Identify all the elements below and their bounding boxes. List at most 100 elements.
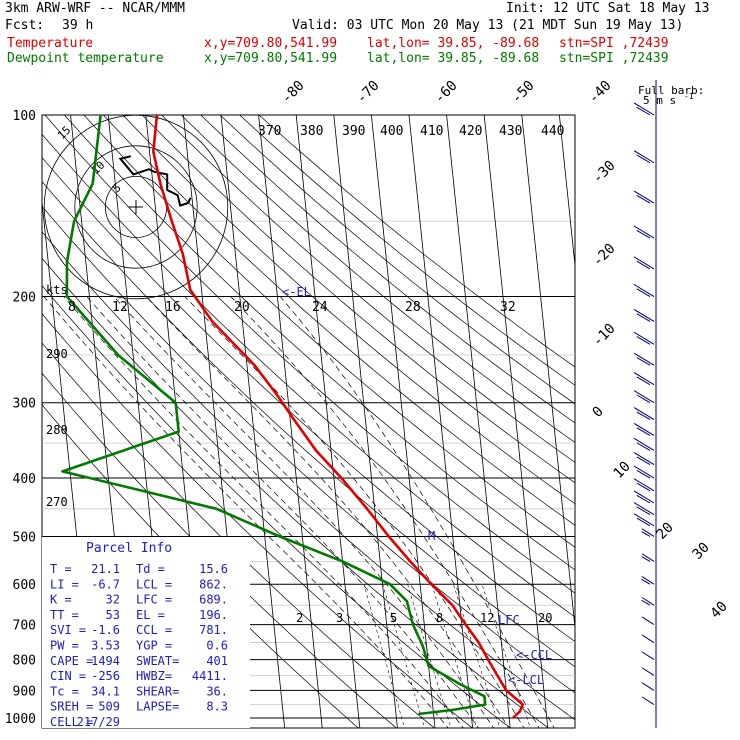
- dewpoint-legend-xy: x,y=709.80,541.99: [204, 51, 338, 66]
- dry-adiabat: [102, 115, 575, 526]
- wind-barb: [633, 102, 655, 116]
- mixing-ratio-label: 12: [480, 611, 494, 625]
- hodograph-speed-label: 16: [165, 300, 181, 315]
- wind-barb-flag: [633, 490, 655, 504]
- wind-barb-flag: [633, 372, 655, 386]
- wind-barb-flag: [633, 407, 655, 421]
- parcel-info-cell: Tc =: [50, 684, 79, 698]
- isotherm-label: 10: [611, 459, 634, 482]
- wind-barb-flag: [636, 469, 651, 479]
- parcel-info-cell: 32: [106, 593, 120, 607]
- wind-barb-flag: [633, 437, 655, 451]
- el-marker: <-EL: [282, 285, 311, 299]
- wind-barb: [633, 390, 655, 404]
- temperature-legend-latlon: lat,lon= 39.85, -89.68: [367, 36, 540, 51]
- isotherm-line: [521, 115, 575, 632]
- wind-barb-flag: [633, 190, 655, 204]
- lfc-marker: LFC: [498, 613, 520, 627]
- wind-barb-flag: [636, 229, 651, 239]
- dry-adiabat-label: 290: [46, 347, 68, 361]
- parcel-info-cell: SREH =: [50, 700, 93, 714]
- pressure-tick-label: 900: [13, 684, 36, 699]
- wind-barb-flag: [633, 422, 655, 436]
- isotherm-line: [220, 115, 286, 728]
- parcel-info-cell: LCL =: [136, 577, 172, 591]
- wind-barb-flag: [633, 283, 655, 297]
- wind-barb: [633, 331, 655, 345]
- parcel-info-cell: 217/29: [77, 715, 120, 729]
- theta-label: 400: [380, 124, 403, 139]
- parcel-info-cell: PW =: [50, 639, 79, 653]
- isotherm-label: 20: [654, 520, 677, 543]
- wind-barb-flag: [633, 502, 655, 516]
- moist-adiabat: [86, 296, 479, 728]
- parcel-info-cell: LAPSE=: [136, 700, 179, 714]
- pressure-tick-label: 100: [13, 109, 36, 124]
- barb-legend-unit: 5 m s: [643, 94, 676, 107]
- hodograph-kts-label: kts: [46, 283, 68, 297]
- wind-barb: [641, 651, 655, 660]
- wind-barb-flag: [641, 682, 655, 691]
- parcel-info-cell: TT =: [50, 608, 79, 622]
- parcel-info-cell: T =: [50, 562, 72, 576]
- mixing-ratio-line: [407, 584, 452, 728]
- parcel-info-cell: 196.: [199, 608, 228, 622]
- dewpoint-legend-latlon: lat,lon= 39.85, -89.68: [367, 51, 540, 66]
- wind-barb-flag: [636, 494, 651, 504]
- isotherm-label: -60: [432, 78, 461, 107]
- wind-barb: [641, 576, 655, 585]
- hodograph-ring: [74, 145, 198, 269]
- dry-adiabat: [239, 115, 575, 386]
- pressure-tick-label: 200: [13, 291, 36, 306]
- wind-barb: [633, 502, 655, 516]
- wind-barb: [641, 528, 655, 537]
- parcel-info-cell: 8.3: [206, 700, 228, 714]
- dewpoint-legend-stn: stn=SPI ,72439: [559, 51, 669, 66]
- wind-barb: [641, 597, 655, 606]
- pressure-tick-label: 600: [13, 578, 36, 593]
- wind-barb: [641, 553, 655, 562]
- hodograph-trace: [118, 155, 192, 207]
- parcel-info-cell: 1494: [91, 654, 120, 668]
- theta-label: 390: [342, 124, 365, 139]
- mixing-ratio-label: 3: [336, 611, 343, 625]
- barb-legend-label: Full barb:: [638, 84, 704, 97]
- wind-barb-flag: [633, 478, 655, 492]
- isotherm-line: [333, 115, 398, 728]
- wind-barbs: Full barb:5 m s -1: [633, 80, 704, 728]
- isotherm-label: -20: [590, 241, 619, 270]
- parcel-info-cell: -6.7: [91, 577, 120, 591]
- isotherm-line: [295, 115, 361, 728]
- parcel-info-box: Parcel Info T = 21.1 Td = 15.6 LI = -6.7 LCL =…: [42, 537, 250, 729]
- dry-adiabat: [122, 115, 575, 505]
- wind-barb-flag: [641, 634, 655, 644]
- parcel-info-cell: 21.1: [91, 562, 120, 576]
- wind-barb: [633, 407, 655, 421]
- wind-barb: [641, 634, 655, 644]
- parcel-info-cell: LI =: [50, 577, 79, 591]
- valid-time: Valid: 03 UTC Mon 20 May 13 (21 MDT Sun …: [292, 18, 684, 33]
- wind-barb-flag: [636, 336, 651, 345]
- temperature-legend-stn: stn=SPI ,72439: [559, 36, 669, 51]
- wind-barb-flag: [633, 452, 655, 466]
- isotherm-line: [408, 115, 474, 728]
- mixing-ratio-label: 2: [296, 611, 303, 625]
- parcel-info-cell: CELL =: [50, 715, 93, 729]
- isotherm-line: [483, 115, 549, 728]
- wind-barb-flag: [636, 260, 651, 270]
- wind-barb-flag: [641, 556, 651, 562]
- wind-barb: [641, 682, 655, 691]
- parcel-info-cell: CCL =: [136, 623, 172, 637]
- dry-adiabat: [42, 157, 575, 642]
- hodograph-speed-label: 32: [500, 300, 516, 315]
- wind-barb: [633, 490, 655, 504]
- isotherm-label: 30: [690, 540, 713, 563]
- parcel-info-cell: SHEAR=: [136, 684, 179, 698]
- wind-barb-flag: [636, 427, 651, 436]
- dry-adiabat: [42, 257, 549, 728]
- theta-label: 380: [300, 124, 323, 139]
- wind-barb-flag: [633, 102, 655, 116]
- dry-adiabat-label: 280: [46, 423, 68, 437]
- parcel-info-cell: 689.: [199, 593, 228, 607]
